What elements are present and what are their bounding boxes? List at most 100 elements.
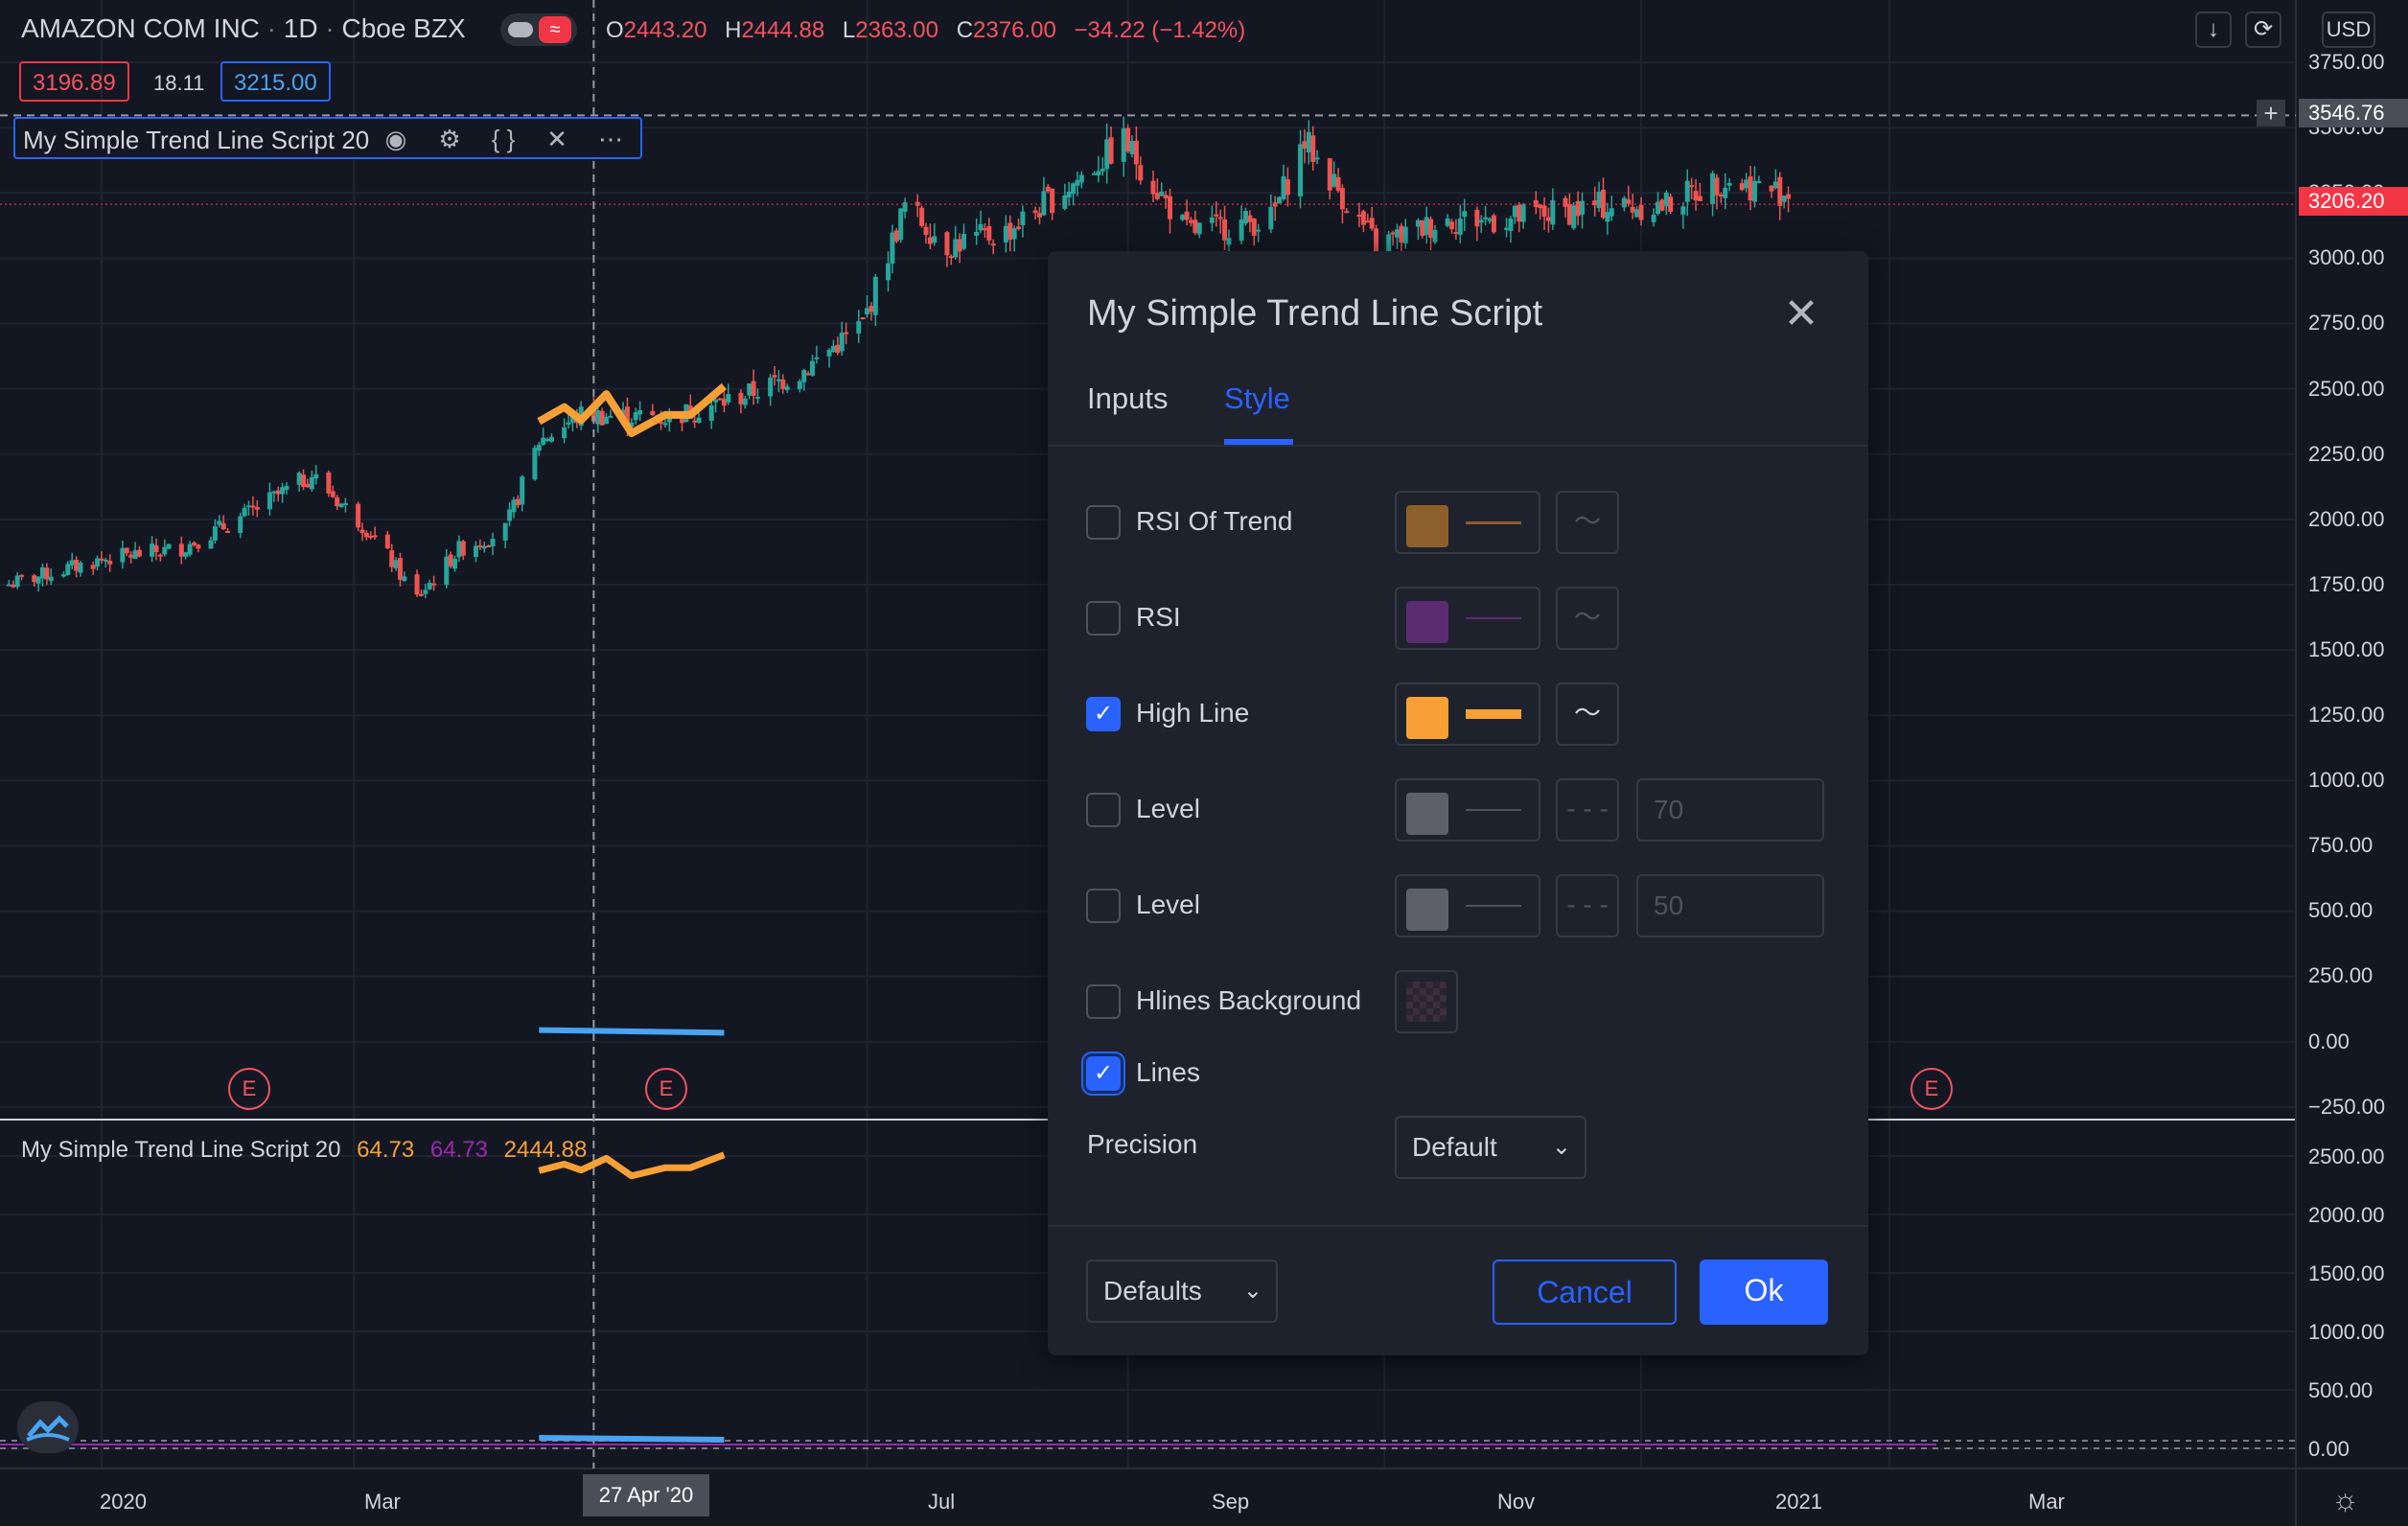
- settings-gear-icon[interactable]: ⚙: [438, 125, 461, 153]
- defaults-dropdown[interactable]: Defaults ⌄: [1086, 1260, 1278, 1323]
- candle-body: [187, 543, 193, 555]
- candle-body: [1663, 192, 1669, 207]
- cancel-button[interactable]: Cancel: [1493, 1260, 1677, 1325]
- candle-body: [490, 539, 496, 547]
- download-arrow-icon[interactable]: ↓: [2195, 12, 2232, 48]
- candle-body: [1188, 220, 1193, 223]
- dashed-line-style-icon[interactable]: - - -: [1556, 874, 1619, 937]
- currency-button[interactable]: USD: [2322, 12, 2375, 48]
- candle-body: [477, 544, 483, 547]
- candle-body: [1772, 181, 1778, 189]
- checkbox-high-line[interactable]: ✓: [1086, 697, 1121, 731]
- candle-body: [1159, 191, 1165, 197]
- plot-style-line-icon[interactable]: 〜: [1556, 587, 1619, 650]
- candle-body: [1592, 200, 1598, 206]
- ok-button[interactable]: Ok: [1700, 1260, 1828, 1325]
- checkbox-level[interactable]: [1086, 793, 1121, 827]
- candle-body: [1369, 218, 1375, 229]
- symbol-title[interactable]: AMAZON COM INC · 1D · Cboe BZX: [21, 13, 466, 43]
- visibility-toggle[interactable]: ≈: [500, 13, 577, 46]
- candle-body: [830, 345, 836, 353]
- more-options-icon[interactable]: ⋯: [598, 125, 623, 153]
- remove-close-icon[interactable]: ✕: [546, 125, 567, 153]
- eye-icon[interactable]: ◉: [384, 125, 407, 153]
- candle-body: [1512, 205, 1517, 218]
- color-line-picker[interactable]: [1395, 491, 1540, 554]
- level-value-input[interactable]: 70: [1636, 778, 1824, 842]
- lower-pane-legend[interactable]: My Simple Trend Line Script 20 64.73 64.…: [21, 1137, 588, 1163]
- background-color-picker[interactable]: [1395, 970, 1458, 1033]
- checkbox-level[interactable]: [1086, 889, 1121, 923]
- color-line-picker[interactable]: [1395, 682, 1540, 746]
- color-swatch: [1406, 601, 1448, 643]
- candle-body: [1327, 158, 1332, 191]
- candle-body: [284, 485, 289, 491]
- candle-body: [569, 414, 575, 423]
- price-tick-label: 1500.00: [2308, 636, 2385, 661]
- plot-style-line-icon[interactable]: 〜: [1556, 682, 1619, 746]
- candle-body: [338, 503, 344, 508]
- candle-body: [1129, 140, 1135, 154]
- candle-body: [95, 558, 101, 567]
- candle-body: [444, 556, 450, 585]
- candle-body: [1281, 175, 1286, 199]
- candle-body: [629, 422, 635, 428]
- add-plus-icon[interactable]: +: [2257, 100, 2285, 127]
- plot-style-line-icon[interactable]: 〜: [1556, 491, 1619, 554]
- candle-body: [19, 574, 25, 577]
- crosshair-price-tag: 3546.76: [2299, 99, 2408, 127]
- earnings-marker[interactable]: E: [1910, 1068, 1953, 1110]
- precision-select[interactable]: Default ⌄: [1395, 1116, 1586, 1179]
- candle-body: [713, 399, 719, 403]
- candle-body: [595, 410, 601, 425]
- candle-body: [1714, 177, 1720, 196]
- candle-body: [814, 357, 820, 359]
- script-settings-dialog: My Simple Trend Line Script ✕ Inputs Sty…: [1048, 251, 1868, 1355]
- candle-body: [166, 543, 172, 549]
- lower-tick-label: 0.00: [2308, 1437, 2350, 1461]
- candle-body: [919, 207, 925, 226]
- tab-style[interactable]: Style: [1224, 382, 1290, 415]
- candle-body: [620, 409, 626, 417]
- spread-value: 18.11: [153, 71, 205, 95]
- tab-inputs[interactable]: Inputs: [1087, 382, 1169, 415]
- candle-body: [326, 472, 332, 494]
- checkbox-lines[interactable]: ✓: [1086, 1056, 1121, 1091]
- indicator-legend[interactable]: My Simple Trend Line Script 20 ◉ ⚙ { } ✕…: [13, 117, 642, 159]
- checkbox-hlines-background[interactable]: [1086, 984, 1121, 1019]
- time-tick-label: 2021: [1775, 1490, 1822, 1514]
- candle-body: [301, 474, 307, 487]
- candle-body: [541, 437, 546, 445]
- candle-body: [1222, 219, 1228, 241]
- fullscreen-icon[interactable]: ⟳: [2245, 12, 2281, 48]
- checkbox-rsi[interactable]: [1086, 601, 1121, 636]
- candle-body: [1424, 217, 1429, 236]
- color-line-picker[interactable]: [1395, 874, 1540, 937]
- candle-body: [1689, 185, 1695, 188]
- ask-price-tag[interactable]: 3215.00: [220, 61, 331, 102]
- color-line-picker[interactable]: [1395, 778, 1540, 842]
- candle-body: [271, 491, 277, 494]
- candle-body: [1394, 229, 1400, 238]
- candle-body: [1769, 185, 1774, 192]
- candle-body: [1285, 179, 1290, 196]
- color-line-picker[interactable]: [1395, 587, 1540, 650]
- close-icon[interactable]: ✕: [1783, 290, 1819, 337]
- earnings-marker[interactable]: E: [645, 1068, 687, 1110]
- candle-body: [957, 239, 962, 252]
- candle-body: [254, 507, 260, 510]
- level-value-input[interactable]: 50: [1636, 874, 1824, 937]
- candle-body: [1508, 219, 1514, 232]
- tradingview-logo-icon[interactable]: [17, 1401, 79, 1453]
- earnings-marker[interactable]: E: [228, 1068, 270, 1110]
- checkbox-rsi-of-trend[interactable]: [1086, 505, 1121, 540]
- candle-body: [566, 422, 571, 426]
- candle-body: [797, 381, 802, 389]
- crosshair-date-tag: 27 Apr '20: [583, 1474, 709, 1516]
- line-thickness-icon: [1466, 905, 1521, 907]
- source-code-icon[interactable]: { }: [491, 125, 516, 153]
- bid-price-tag[interactable]: 3196.89: [19, 61, 129, 102]
- candle-body: [1214, 214, 1219, 217]
- dashed-line-style-icon[interactable]: - - -: [1556, 778, 1619, 842]
- settings-sun-icon[interactable]: ☼: [2331, 1482, 2360, 1516]
